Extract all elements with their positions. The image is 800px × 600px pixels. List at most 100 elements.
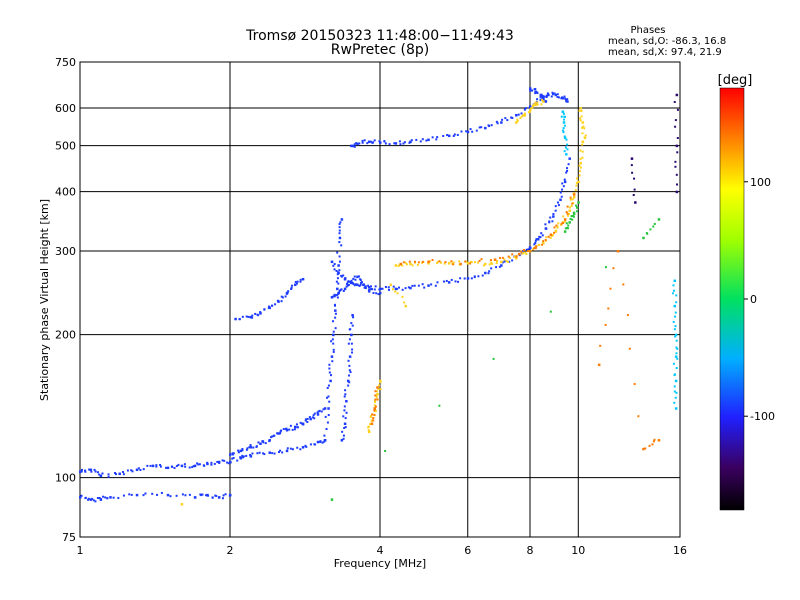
data-point bbox=[563, 135, 566, 138]
data-point bbox=[529, 87, 532, 90]
data-point bbox=[344, 389, 347, 392]
data-point bbox=[674, 119, 677, 122]
data-point bbox=[539, 93, 543, 97]
data-point bbox=[511, 259, 514, 262]
data-point bbox=[348, 369, 351, 372]
data-point bbox=[423, 286, 426, 289]
data-point bbox=[565, 138, 568, 141]
colorbar-tick-label: 0 bbox=[750, 293, 757, 306]
data-point bbox=[358, 142, 361, 145]
data-point bbox=[342, 289, 345, 292]
data-point bbox=[575, 210, 578, 213]
data-point bbox=[583, 136, 587, 140]
colorbar-gradient bbox=[719, 87, 745, 511]
data-point bbox=[674, 355, 678, 358]
data-point bbox=[279, 449, 282, 452]
data-point bbox=[488, 270, 491, 273]
data-point bbox=[526, 250, 529, 253]
data-point bbox=[399, 262, 403, 266]
data-point bbox=[238, 318, 241, 321]
data-point bbox=[364, 287, 367, 290]
data-point bbox=[493, 258, 497, 261]
data-point bbox=[372, 141, 375, 144]
data-point bbox=[293, 283, 297, 287]
data-point bbox=[98, 497, 101, 500]
data-point bbox=[384, 286, 387, 289]
data-point bbox=[532, 104, 535, 107]
data-point bbox=[79, 496, 82, 499]
data-point bbox=[332, 295, 335, 298]
data-point bbox=[317, 410, 320, 413]
data-point bbox=[490, 261, 493, 264]
data-point bbox=[546, 92, 549, 95]
data-point bbox=[397, 286, 400, 289]
data-point bbox=[251, 314, 254, 317]
data-point bbox=[361, 139, 364, 142]
data-point bbox=[525, 252, 528, 255]
data-point bbox=[564, 146, 567, 149]
data-point bbox=[403, 141, 406, 144]
data-point bbox=[387, 288, 390, 291]
data-point bbox=[535, 245, 538, 248]
data-point bbox=[442, 280, 445, 283]
data-point bbox=[541, 243, 544, 246]
data-point bbox=[351, 324, 354, 327]
data-point bbox=[335, 269, 338, 272]
x-tick-label: 16 bbox=[673, 544, 687, 557]
data-point bbox=[563, 95, 566, 98]
data-point bbox=[559, 198, 562, 202]
data-point bbox=[544, 238, 547, 241]
data-point bbox=[565, 171, 568, 174]
data-point bbox=[371, 413, 374, 416]
data-point bbox=[348, 355, 352, 358]
data-point bbox=[568, 221, 571, 224]
data-point bbox=[377, 387, 380, 390]
data-point bbox=[343, 287, 347, 291]
data-point bbox=[411, 284, 414, 287]
data-point bbox=[563, 230, 567, 233]
data-point bbox=[304, 419, 307, 422]
data-point bbox=[330, 498, 334, 501]
data-point bbox=[332, 330, 335, 333]
data-point bbox=[96, 471, 99, 474]
data-point bbox=[205, 494, 208, 497]
data-point bbox=[384, 449, 387, 452]
data-point bbox=[563, 180, 567, 184]
data-point bbox=[353, 143, 356, 146]
data-point bbox=[542, 240, 545, 243]
data-point bbox=[419, 140, 422, 143]
data-point bbox=[581, 140, 585, 144]
data-point bbox=[560, 115, 563, 118]
data-point bbox=[464, 260, 467, 263]
data-point bbox=[320, 410, 323, 413]
data-point bbox=[263, 308, 266, 311]
data-point bbox=[510, 116, 513, 119]
data-point bbox=[312, 414, 315, 417]
data-point bbox=[323, 440, 326, 443]
data-point bbox=[501, 261, 504, 264]
data-point bbox=[653, 438, 656, 441]
data-point bbox=[367, 289, 371, 292]
data-point bbox=[436, 262, 439, 265]
data-point bbox=[372, 417, 375, 420]
data-point bbox=[155, 465, 158, 468]
data-point bbox=[290, 286, 293, 289]
data-point bbox=[213, 462, 216, 465]
data-point bbox=[542, 98, 545, 101]
data-point bbox=[530, 107, 533, 110]
data-point bbox=[519, 117, 522, 120]
data-point bbox=[401, 295, 404, 298]
data-point bbox=[336, 251, 339, 254]
data-point bbox=[434, 284, 437, 287]
data-point bbox=[579, 119, 582, 122]
data-point bbox=[676, 136, 679, 139]
data-point bbox=[305, 445, 308, 448]
data-point bbox=[350, 279, 353, 282]
data-point bbox=[466, 262, 470, 265]
data-point bbox=[180, 464, 184, 468]
data-point bbox=[417, 261, 420, 264]
x-tick-label: 1 bbox=[77, 544, 84, 557]
data-point bbox=[500, 121, 503, 124]
data-point bbox=[534, 241, 537, 244]
data-point bbox=[438, 404, 441, 407]
